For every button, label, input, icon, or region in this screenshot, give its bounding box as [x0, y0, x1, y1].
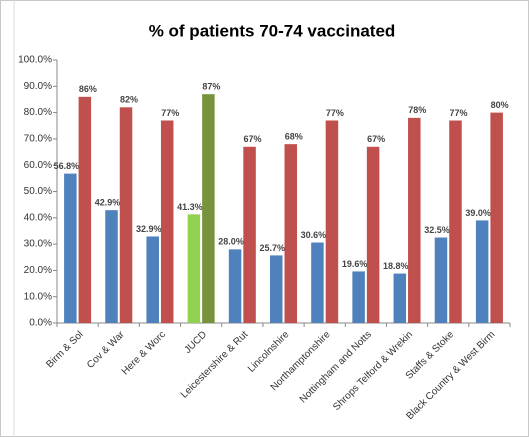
- value-label: 77%: [449, 108, 467, 118]
- bar: [146, 236, 159, 323]
- value-label: 25.7%: [259, 243, 285, 253]
- y-tick-label: 50.0%: [24, 186, 52, 197]
- bar: [393, 273, 407, 323]
- y-tick-label: 10.0%: [24, 291, 52, 302]
- value-label: 67%: [244, 134, 262, 144]
- bar: [311, 242, 324, 323]
- value-label: 80%: [491, 100, 509, 110]
- value-label: 42.9%: [95, 198, 121, 208]
- bar: [325, 120, 339, 324]
- value-label: 86%: [79, 84, 97, 94]
- y-tick-label: 100.0%: [18, 55, 52, 66]
- bar: [187, 214, 201, 323]
- bar: [202, 94, 215, 323]
- value-label: 39.0%: [465, 208, 491, 218]
- value-label: 41.3%: [177, 202, 203, 212]
- value-label: 56.8%: [54, 161, 80, 171]
- value-label: 18.8%: [383, 261, 409, 271]
- value-label: 32.9%: [136, 224, 162, 234]
- chart-title: % of patients 70-74 vaccinated: [149, 21, 396, 40]
- bar: [270, 255, 283, 323]
- value-label: 30.6%: [301, 230, 327, 240]
- value-label: 78%: [408, 105, 426, 115]
- bar: [475, 220, 489, 323]
- value-label: 32.5%: [424, 225, 450, 235]
- bar: [228, 249, 242, 323]
- bar: [449, 120, 462, 324]
- bar: [160, 120, 174, 324]
- value-label: 77%: [326, 108, 344, 118]
- bar: [490, 112, 503, 323]
- bar: [78, 96, 92, 323]
- bar: [352, 271, 365, 323]
- value-label: 28.0%: [218, 237, 244, 247]
- y-tick-label: 40.0%: [24, 212, 52, 223]
- bar: [408, 117, 421, 323]
- y-tick-label: 0.0%: [29, 318, 52, 329]
- value-label: 68%: [285, 132, 303, 142]
- y-tick-label: 80.0%: [24, 107, 52, 118]
- bar: [64, 173, 77, 323]
- value-label: 82%: [120, 95, 138, 105]
- y-tick-label: 60.0%: [24, 160, 52, 171]
- bar: [366, 146, 380, 323]
- bar: [434, 237, 448, 323]
- bar: [105, 210, 118, 323]
- y-tick-label: 20.0%: [24, 265, 52, 276]
- y-tick-label: 70.0%: [24, 134, 52, 145]
- value-label: 77%: [161, 108, 179, 118]
- value-label: 19.6%: [342, 259, 368, 269]
- value-label: 87%: [202, 82, 220, 92]
- bar: [284, 144, 297, 323]
- bar: [243, 146, 256, 323]
- bar: [119, 107, 133, 323]
- value-label: 67%: [367, 134, 385, 144]
- y-tick-label: 30.0%: [24, 239, 52, 250]
- y-tick-label: 90.0%: [24, 81, 52, 92]
